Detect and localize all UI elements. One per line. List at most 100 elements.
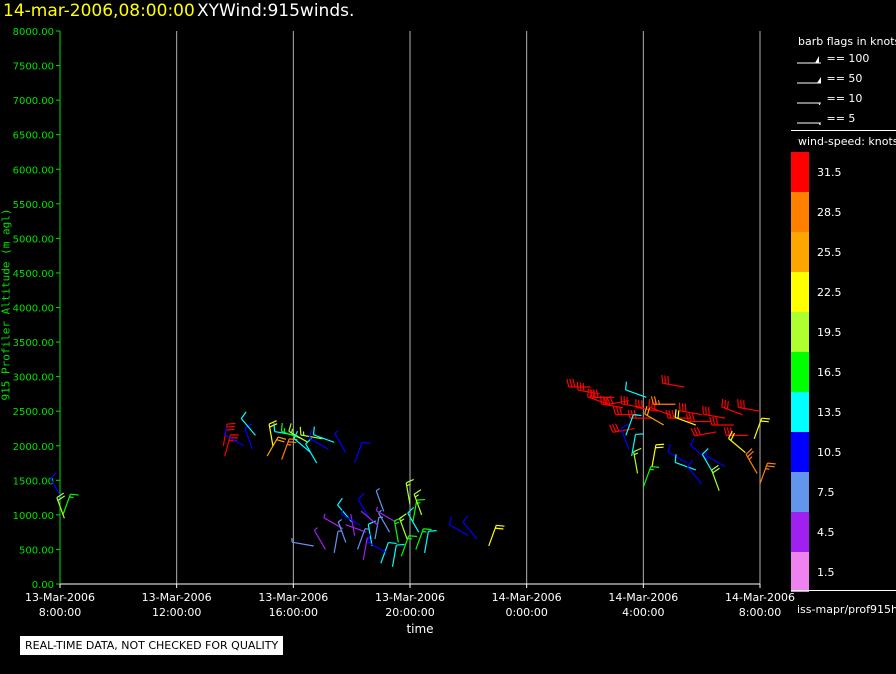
barb-feather	[337, 497, 343, 506]
wind-barb	[293, 430, 312, 454]
y-tick-label: 5000.00	[13, 234, 54, 245]
barb-feather	[620, 395, 623, 404]
barb-feather	[368, 520, 377, 525]
barb-feather	[633, 414, 642, 417]
barb-half-feather	[313, 527, 318, 531]
legend-divider	[791, 130, 896, 131]
legend-panel: barb flags in knots == 100 == 50 == 10 =…	[791, 30, 896, 622]
wind-barb	[759, 462, 776, 484]
barb-staff	[633, 451, 639, 474]
y-tick-label: 5500.00	[13, 200, 54, 211]
barb-feather	[678, 402, 681, 411]
barb-feather	[576, 381, 579, 391]
wind-barb	[313, 527, 326, 550]
y-tick-label: 7500.00	[13, 62, 54, 73]
barb-feather	[623, 396, 626, 405]
barb-staff	[690, 444, 708, 461]
barb-feather	[767, 462, 776, 465]
colorbar-label: 16.5	[817, 366, 842, 379]
barb-staff	[400, 535, 410, 557]
wind-barb	[650, 396, 676, 405]
wind-barb	[268, 420, 278, 446]
barb-staff	[642, 466, 652, 488]
barb-feather	[635, 433, 644, 436]
wind-barb	[635, 399, 659, 412]
barb-feather	[668, 409, 672, 419]
barb-staff	[354, 442, 363, 464]
barb-staff	[49, 478, 62, 498]
colorbar-segment: 25.5	[791, 232, 896, 272]
barb-feather	[50, 472, 57, 479]
barb-legend-item: == 10	[797, 92, 862, 109]
barb-feather	[684, 403, 687, 412]
barb-legend-label: == 50	[823, 72, 863, 85]
barb-staff	[407, 512, 420, 533]
colorbar-segment: 19.5	[791, 312, 896, 352]
wind-barb	[375, 487, 385, 512]
barb-feather	[624, 381, 628, 390]
y-tick-label: 3500.00	[13, 338, 54, 349]
barb-feather	[620, 423, 629, 430]
x-tick-label-time: 16:00:00	[269, 606, 318, 619]
barb-feather	[633, 409, 637, 419]
wind-barb	[631, 433, 644, 457]
barb-feather	[712, 416, 716, 426]
barb-feather	[701, 448, 709, 455]
barb-half-feather	[290, 428, 294, 433]
barb-staff	[644, 413, 665, 426]
barb-staff	[281, 438, 290, 460]
barb-feather	[299, 426, 302, 436]
barb-feather	[227, 422, 236, 425]
wind-barb	[711, 464, 720, 491]
wind-barb	[337, 519, 347, 543]
y-tick-label: 1500.00	[13, 476, 54, 487]
colorbar-segment: 4.5	[791, 512, 896, 552]
colorbar-label: 31.5	[817, 166, 842, 179]
barb-feather	[674, 454, 677, 463]
wind-barb	[690, 426, 717, 437]
barb-staff	[621, 403, 644, 409]
barb-symbol-icon	[797, 77, 821, 84]
barb-symbol-icon	[797, 122, 822, 127]
barb-feather	[633, 447, 642, 453]
barb-feather	[653, 396, 657, 405]
barb-staff	[462, 521, 478, 540]
barb-staff	[423, 531, 429, 553]
barb-feather	[288, 441, 297, 444]
barb-half-feather	[633, 452, 639, 456]
barb-feather	[715, 416, 719, 426]
barb-staff	[606, 400, 629, 406]
y-tick-label: 2000.00	[13, 442, 54, 453]
barb-half-feather	[748, 456, 753, 460]
wind-barb	[345, 524, 367, 533]
barb-half-feather	[406, 483, 411, 487]
wind-barb	[488, 524, 505, 547]
x-tick-label-date: 13-Mar-2006	[142, 591, 212, 604]
wind-barb	[661, 374, 685, 388]
wind-barb	[423, 530, 437, 553]
barb-staff	[448, 524, 469, 537]
colorbar-label: 19.5	[817, 326, 842, 339]
barb-feather	[566, 378, 570, 388]
colorbar-swatch	[791, 352, 809, 392]
barb-legend-title: barb flags in knots	[798, 35, 896, 48]
barb-staff	[345, 524, 367, 533]
colorbar-swatch	[791, 232, 809, 272]
colorbar-label: 28.5	[817, 206, 842, 219]
barb-staff	[415, 528, 424, 550]
wind-barb	[644, 405, 665, 426]
barb-feather	[667, 443, 671, 453]
wind-barb	[49, 472, 62, 498]
wind-barb	[624, 381, 647, 398]
wind-barb	[620, 395, 644, 409]
barb-feather	[745, 448, 753, 455]
barb-feather	[696, 426, 702, 435]
barb-staff	[313, 530, 326, 550]
barb-staff	[488, 525, 497, 547]
wind-barb	[642, 465, 660, 488]
wind-barb	[308, 430, 329, 450]
wind-barb	[413, 489, 423, 516]
barb-feather	[730, 432, 736, 441]
barb-staff	[667, 451, 688, 464]
barb-feather	[655, 446, 664, 449]
